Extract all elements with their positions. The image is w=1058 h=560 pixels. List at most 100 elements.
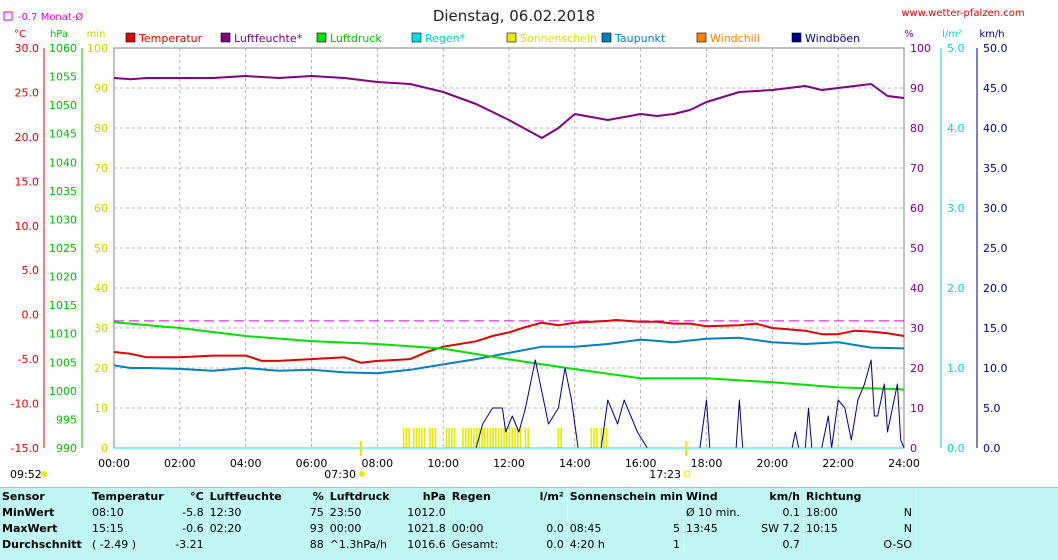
- humidity-tick-label: 20: [910, 362, 924, 375]
- humidity-tick-label: 50: [910, 242, 924, 255]
- legend-swatch: [221, 33, 230, 42]
- header-rain-unit: l/m²: [516, 488, 568, 504]
- pressure-tick-label: 1000: [49, 385, 77, 398]
- temp-tick-label: 15.0: [15, 175, 40, 188]
- wind-tick-label: 50.0: [983, 42, 1008, 55]
- weather-chart: Dienstag, 06.02.2018 www.wetter-pfalzen.…: [0, 0, 1058, 487]
- wind-tick-label: 5.0: [983, 402, 1001, 415]
- row-label: MinWert: [0, 504, 90, 520]
- temp-tick-label: 20.0: [15, 131, 40, 144]
- pressure-tick-label: 995: [56, 413, 77, 426]
- rain-tick-label: 2.0: [947, 282, 965, 295]
- legend-label: Sonnenschein: [520, 32, 597, 45]
- time-tick-label: 02:00: [164, 457, 196, 470]
- wind-tick-label: 45.0: [983, 82, 1008, 95]
- pressure-tick-label: 1020: [49, 271, 77, 284]
- temp-tick-label: -10.0: [11, 398, 39, 411]
- sun-tick-label: 90: [94, 82, 108, 95]
- sun-value: 1: [655, 536, 684, 552]
- humidity-value: 88: [282, 536, 328, 552]
- temp-value: -5.8: [164, 504, 208, 520]
- sun-tick-label: 30: [94, 322, 108, 335]
- pressure-tick-label: 1025: [49, 242, 77, 255]
- temp-value: -0.6: [164, 520, 208, 536]
- humidity-tick-label: 80: [910, 122, 924, 135]
- pressure-tick-label: 1045: [49, 128, 77, 141]
- header-wind: Wind: [684, 488, 751, 504]
- humidity-time: 02:20: [207, 520, 282, 536]
- rain-value: 0.0: [516, 520, 568, 536]
- header-wind-unit: km/h: [750, 488, 804, 504]
- direction-time: 10:15: [804, 520, 860, 536]
- header-humidity: Luftfeuchte: [207, 488, 282, 504]
- pressure-tick-label: 1030: [49, 213, 77, 226]
- sun-tick-label: 0: [101, 442, 108, 455]
- stats-header-row: Sensor Temperatur °C Luftfeuchte % Luftd…: [0, 488, 1058, 504]
- humidity-time: [207, 536, 282, 552]
- header-sunshine: Sonnenschein min: [567, 488, 683, 504]
- monthly-avg-icon: [4, 12, 12, 20]
- time-tick-label: 22:00: [822, 457, 854, 470]
- rain-time: Gesamt:: [449, 536, 516, 552]
- rain-tick-label: 4.0: [947, 122, 965, 135]
- monthly-avg-label: -0.7 Monat-Ø: [18, 11, 83, 23]
- row-label: MaxWert: [0, 520, 90, 536]
- time-tick-label: 14:00: [559, 457, 591, 470]
- wind-tick-label: 20.0: [983, 282, 1008, 295]
- wind-time: Ø 10 min.: [684, 504, 751, 520]
- rain-value: 0.0: [516, 536, 568, 552]
- sun-time: [567, 504, 654, 520]
- legend-label: Regen*: [425, 32, 466, 45]
- wind-time: 13:45: [684, 520, 751, 536]
- sunset-label: 17:23: [649, 468, 681, 481]
- direction-value: O-SO: [860, 536, 916, 552]
- legend-swatch: [697, 33, 706, 42]
- direction-value: N: [860, 504, 916, 520]
- statistics-panel: Sensor Temperatur °C Luftfeuchte % Luftd…: [0, 487, 1058, 560]
- sun-tick-label: 50: [94, 242, 108, 255]
- header-pressure-unit: hPa: [394, 488, 450, 504]
- wind-value: 0.1: [750, 504, 804, 520]
- moon-icon: [41, 471, 47, 477]
- moonset-label: 09:52: [10, 468, 42, 481]
- pressure-tick-label: 1010: [49, 328, 77, 341]
- stats-row-min: MinWert 08:10 -5.8 12:30 75 23:50 1012.0…: [0, 504, 1058, 520]
- pressure-time: ^1.3hPa/h: [327, 536, 394, 552]
- pressure-axis-unit: hPa: [50, 29, 68, 40]
- pressure-tick-label: 1055: [49, 71, 77, 84]
- website-link[interactable]: www.wetter-pfalzen.com: [901, 8, 1024, 19]
- wind-tick-label: 30.0: [983, 202, 1008, 215]
- legend-label: Taupunkt: [614, 32, 666, 45]
- humidity-value: 93: [282, 520, 328, 536]
- time-tick-label: 24:00: [888, 457, 920, 470]
- sun-value: 5: [655, 520, 684, 536]
- temp-time: 08:10: [90, 504, 164, 520]
- pressure-tick-label: 990: [56, 442, 77, 455]
- wind-axis-unit: km/h: [979, 29, 1004, 40]
- legend-swatch: [507, 33, 516, 42]
- direction-value: N: [860, 520, 916, 536]
- header-pressure: Luftdruck: [327, 488, 394, 504]
- header-rain: Regen: [449, 488, 516, 504]
- time-tick-label: 08:00: [361, 457, 393, 470]
- rain-time: [449, 504, 516, 520]
- pressure-tick-label: 1050: [49, 99, 77, 112]
- direction-time: [804, 536, 860, 552]
- time-tick-label: 04:00: [230, 457, 262, 470]
- rain-tick-label: 1.0: [947, 362, 965, 375]
- pressure-tick-label: 1005: [49, 356, 77, 369]
- humidity-tick-label: 60: [910, 202, 924, 215]
- humidity-value: 75: [282, 504, 328, 520]
- time-tick-label: 20:00: [756, 457, 788, 470]
- temp-time: ( -2.49 ): [90, 536, 164, 552]
- header-empty: [916, 488, 1058, 504]
- header-humidity-unit: %: [282, 488, 328, 504]
- rain-tick-label: 0.0: [947, 442, 965, 455]
- wind-tick-label: 40.0: [983, 122, 1008, 135]
- header-temp-unit: °C: [164, 488, 208, 504]
- temp-tick-label: 0.0: [22, 309, 40, 322]
- temp-value: -3.21: [164, 536, 208, 552]
- empty-cell: [916, 504, 1058, 520]
- legend-swatch: [317, 33, 326, 42]
- rain-axis-unit: l/m²: [942, 29, 962, 40]
